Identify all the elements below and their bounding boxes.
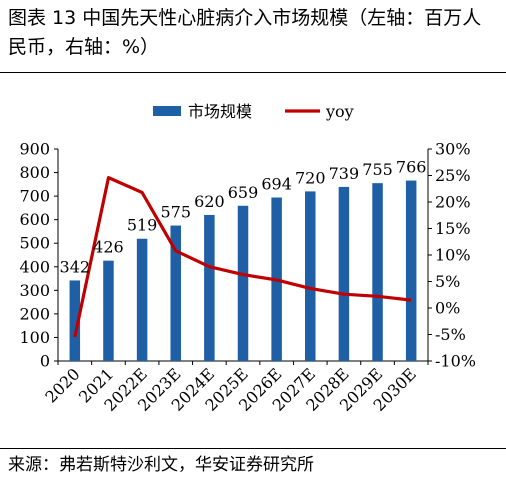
legend-label-bar: 市场规模 (188, 102, 252, 121)
left-tick-label: 600 (19, 210, 50, 229)
right-tick-label: 25% (435, 166, 471, 185)
left-tick-label: 700 (19, 187, 50, 206)
left-tick-label: 200 (19, 304, 50, 323)
source-rule (0, 448, 506, 449)
data-label: 694 (261, 175, 292, 194)
x-tick-label: 2020 (41, 364, 83, 406)
left-tick-label: 900 (19, 140, 50, 159)
data-label: 575 (160, 203, 191, 222)
left-tick-label: 100 (19, 328, 50, 347)
chart: 0 100 200 300 400 500 600 700 800 900 -10% -5% 0% 5% 1… (19, 102, 476, 415)
legend-swatch-bar (153, 106, 181, 116)
right-tick-label: -10% (435, 352, 476, 371)
data-label: 766 (396, 158, 427, 177)
data-label: 620 (194, 192, 225, 211)
bar (69, 280, 81, 361)
right-tick-label: -5% (435, 325, 466, 344)
bar (136, 238, 148, 361)
left-tick-label: 800 (19, 163, 50, 182)
legend-label-line: yoy (325, 102, 354, 121)
data-label: 720 (295, 168, 326, 187)
bar (372, 183, 383, 361)
left-tick-label: 0 (40, 352, 50, 371)
bar (204, 214, 215, 361)
bar (338, 186, 350, 361)
bar (237, 205, 249, 361)
data-label: 519 (127, 216, 158, 235)
bar (305, 191, 316, 361)
right-tick-label: 30% (435, 140, 471, 159)
right-tick-label: 0% (435, 299, 460, 318)
left-tick-label: 400 (19, 257, 50, 276)
right-tick-label: 5% (435, 272, 460, 291)
source-note: 来源：弗若斯特沙利文，华安证券研究所 (8, 455, 314, 475)
bar (170, 225, 181, 361)
right-tick-label: 15% (435, 219, 471, 238)
chart-title: 图表 13 中国先天性心脏病介入市场规模（左轴：百万人民币，右轴：%） (8, 7, 482, 58)
bar (103, 260, 114, 361)
data-label: 342 (60, 257, 91, 276)
title-rule (0, 72, 506, 73)
data-label: 659 (228, 183, 259, 202)
data-label: 426 (93, 238, 124, 257)
bar (405, 180, 417, 361)
data-label: 755 (362, 160, 393, 179)
data-label: 739 (329, 164, 360, 183)
right-tick-label: 10% (435, 246, 471, 265)
left-tick-label: 300 (19, 281, 50, 300)
right-tick-label: 20% (435, 193, 471, 212)
left-tick-label: 500 (19, 234, 50, 253)
